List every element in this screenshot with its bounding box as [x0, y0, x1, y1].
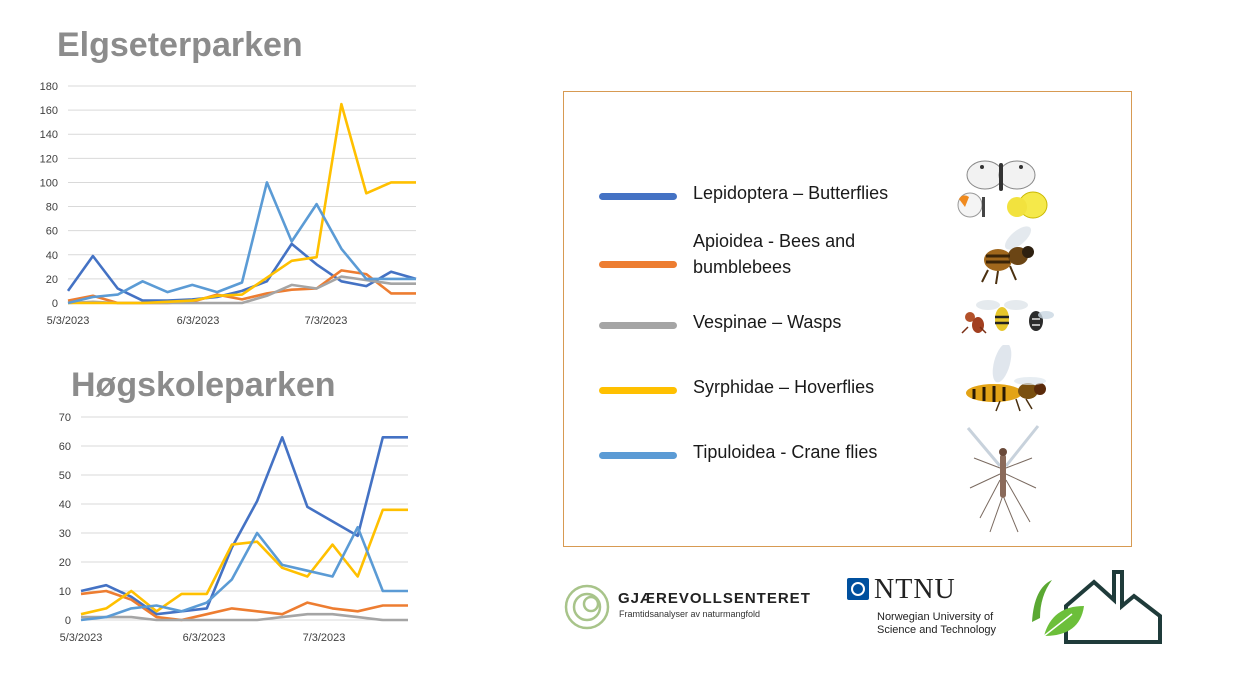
legend-label: Apioidea - Bees and bumblebees — [693, 231, 856, 277]
legend-label: Lepidoptera – Butterflies — [693, 183, 889, 203]
x-tick-label: 5/3/2023 — [47, 315, 90, 327]
series-line — [80, 435, 408, 616]
legend-panel: Lepidoptera – Butterflies Apioidea - Bee… — [563, 91, 1132, 547]
series-line — [80, 508, 408, 616]
wasp-icon — [961, 300, 1054, 334]
series-line — [68, 102, 416, 305]
series-line — [67, 181, 416, 305]
legend-label: Vespinae – Wasps — [693, 312, 842, 332]
x-tick-label: 5/3/2023 — [60, 632, 103, 644]
x-tick-label: 7/3/2023 — [303, 632, 346, 644]
legend-label: Syrphidae – Hoverflies — [693, 377, 875, 397]
legend-label: Tipuloidea - Crane flies — [693, 442, 878, 462]
ntnu-name: NTNU — [874, 574, 956, 605]
y-tick-label: 20 — [59, 557, 71, 569]
cranefly-icon — [966, 425, 1040, 533]
y-tick-label: 10 — [59, 586, 71, 598]
chart-title-elgseterparken: Elgseterparken — [57, 26, 303, 64]
ntnu-full-name: Norwegian University of Science and Tech… — [877, 611, 997, 636]
y-tick-label: 180 — [40, 81, 58, 93]
y-tick-label: 20 — [46, 274, 58, 286]
series-line — [80, 525, 408, 622]
y-tick-label: 40 — [46, 250, 58, 262]
series-line — [80, 589, 408, 622]
y-tick-label: 70 — [59, 412, 71, 424]
series-line — [81, 612, 408, 622]
y-tick-label: 60 — [59, 441, 71, 453]
y-tick-label: 140 — [40, 129, 58, 141]
hoverfly-icon — [966, 345, 1046, 412]
x-tick-label: 7/3/2023 — [305, 315, 348, 327]
legend-swatch — [599, 261, 677, 268]
gjaerevollsenteret-logo — [564, 584, 610, 630]
gjaerevollsenteret-name: GJÆREVOLLSENTERET — [618, 590, 811, 607]
x-tick-label: 6/3/2023 — [177, 315, 220, 327]
y-tick-label: 30 — [59, 528, 71, 540]
house-leaf-logo — [1032, 570, 1162, 644]
y-tick-label: 80 — [46, 202, 58, 214]
y-tick-label: 60 — [46, 226, 58, 238]
x-tick-label: 6/3/2023 — [183, 632, 226, 644]
legend-swatch — [599, 452, 677, 459]
y-tick-label: 50 — [59, 470, 71, 482]
y-tick-label: 120 — [40, 153, 58, 165]
legend-swatch — [599, 322, 677, 329]
y-tick-label: 160 — [40, 105, 58, 117]
y-tick-label: 0 — [52, 298, 58, 310]
ntnu-logo-mark — [847, 578, 869, 600]
bee-icon — [981, 226, 1034, 285]
gjaerevollsenteret-tagline: Framtidsanalyser av naturmangfold — [619, 609, 761, 619]
chart-title-hogskoleparken: Høgskoleparken — [71, 366, 336, 404]
legend-swatch — [599, 387, 677, 394]
series-line — [66, 242, 417, 302]
butterfly-icon — [957, 160, 1048, 219]
y-tick-label: 40 — [59, 499, 71, 511]
y-tick-label: 100 — [40, 177, 58, 189]
y-tick-label: 0 — [65, 615, 71, 627]
legend-swatch — [599, 193, 677, 200]
